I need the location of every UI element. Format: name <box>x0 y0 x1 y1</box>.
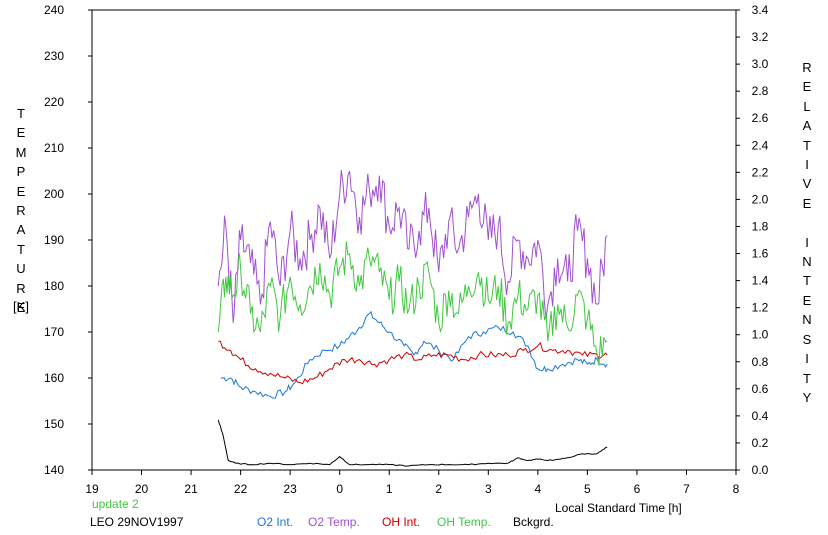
axis-label-letter: M <box>15 144 27 160</box>
x-tick-label: 6 <box>634 482 641 496</box>
x-tick-label: 4 <box>535 482 542 496</box>
axis-label-letter: R <box>16 280 26 296</box>
x-tick-label: 20 <box>135 482 149 496</box>
x-axis-label: Local Standard Time [h] <box>555 501 682 515</box>
left-tick-label: 140 <box>44 463 64 477</box>
axis-label-letter: E <box>16 300 26 316</box>
series-line-bckgrd <box>217 419 608 467</box>
axis-label-letter: R <box>802 60 812 75</box>
axis-label-letter: P <box>16 164 26 180</box>
axis-label-letter: A <box>16 222 26 238</box>
axis-label-letter: L <box>803 98 811 114</box>
axis-label-letter: E <box>802 79 812 95</box>
axis-label-letter: E <box>802 292 812 308</box>
left-tick-label: 210 <box>44 141 64 155</box>
axis-label-letter: I <box>805 157 809 173</box>
x-tick-label: 2 <box>435 482 442 496</box>
left-tick-label: 230 <box>44 49 64 63</box>
axis-label-letter: T <box>17 241 25 257</box>
x-tick-label: 22 <box>234 482 248 496</box>
axis-label-letter: R <box>16 203 26 219</box>
x-tick-label: 23 <box>283 482 297 496</box>
series-line-o2-temp <box>217 170 608 323</box>
left-tick-label: 170 <box>44 325 64 339</box>
left-tick-label: 240 <box>44 3 64 17</box>
right-tick-label: 2.4 <box>752 138 769 152</box>
axis-label-letter: U <box>16 261 26 277</box>
status-text: update 2 <box>92 497 139 511</box>
left-tick-label: 200 <box>44 187 64 201</box>
x-tick-label: 3 <box>485 482 492 496</box>
legend-item: OH Temp. <box>437 515 491 529</box>
legend-item: OH Int. <box>382 515 420 529</box>
x-tick-label: 19 <box>85 482 99 496</box>
left-tick-label: 180 <box>44 279 64 293</box>
right-tick-label: 1.4 <box>752 274 769 288</box>
x-tick-label: 7 <box>683 482 690 496</box>
right-tick-label: 3.2 <box>752 30 769 44</box>
right-tick-label: 1.6 <box>752 247 769 261</box>
legend-item: O2 Int. <box>257 515 293 529</box>
axis-label-letter: T <box>803 370 811 386</box>
right-tick-label: 3.0 <box>752 57 769 71</box>
axis-label-letter: I <box>805 351 809 367</box>
left-tick-label: 150 <box>44 417 64 431</box>
axis-label-letter: E <box>16 125 26 141</box>
legend-item: Bckgrd. <box>513 515 554 529</box>
x-tick-label: 8 <box>733 482 740 496</box>
axis-label-letter: S <box>802 331 812 347</box>
right-tick-label: 0.0 <box>752 463 769 477</box>
right-tick-label: 2.8 <box>752 84 769 98</box>
x-tick-label: 5 <box>584 482 591 496</box>
series-line-oh-temp <box>217 241 608 366</box>
right-tick-label: 3.4 <box>752 3 769 17</box>
left-tick-label: 160 <box>44 371 64 385</box>
axis-label-letter: T <box>17 106 25 121</box>
right-tick-label: 2.0 <box>752 192 769 206</box>
right-axis-ticks: 0.0 0.2 0.4 0.6 0.8 1.0 1.2 1.4 1.6 1.8 2.0 2.2 2.4 2… <box>736 3 769 477</box>
right-tick-label: 0.2 <box>752 436 769 450</box>
right-tick-label: 0.4 <box>752 409 769 423</box>
right-tick-label: 0.8 <box>752 355 769 369</box>
right-tick-label: 1.2 <box>752 301 769 315</box>
series-line-o2-int <box>220 310 608 399</box>
series-line-oh-int <box>218 340 608 385</box>
right-tick-label: 1.8 <box>752 219 769 233</box>
x-axis-ticks: 19 20 21 22 23 0 1 2 3 4 5 6 7 8 <box>85 470 740 496</box>
right-tick-label: 2.6 <box>752 111 769 125</box>
left-tick-label: 220 <box>44 95 64 109</box>
left-axis-ticks: 140 150 160 170 180 190 200 210 220 230 240 <box>44 3 92 477</box>
axis-label-letter: T <box>803 273 811 289</box>
axis-label-letter: Y <box>802 389 812 405</box>
axis-label-letter: I <box>805 234 809 250</box>
right-tick-label: 0.6 <box>752 382 769 396</box>
legend-item: O2 Temp. <box>308 515 360 529</box>
axis-label-letter <box>798 213 816 232</box>
legend: O2 Int. O2 Temp. OH Int. OH Temp. Bckgrd. <box>257 515 554 529</box>
right-tick-label: 1.0 <box>752 328 769 342</box>
left-tick-label: 190 <box>44 233 64 247</box>
axis-label-letter: V <box>802 176 812 192</box>
site-date-text: LEO 29NOV1997 <box>90 515 184 529</box>
right-tick-label: 2.2 <box>752 165 769 179</box>
x-tick-label: 1 <box>386 482 393 496</box>
axis-label-letter: E <box>16 183 26 199</box>
x-tick-label: 0 <box>336 482 343 496</box>
axis-label-letter: E <box>802 195 812 211</box>
axis-label-letter: A <box>802 118 812 134</box>
axis-label-letter: T <box>803 137 811 153</box>
x-tick-label: 21 <box>184 482 198 496</box>
axis-label-letter: N <box>802 254 812 270</box>
y-axis-left-unit: [K] <box>13 299 29 314</box>
axis-label-letter: N <box>802 312 812 328</box>
series-layer <box>217 170 608 467</box>
